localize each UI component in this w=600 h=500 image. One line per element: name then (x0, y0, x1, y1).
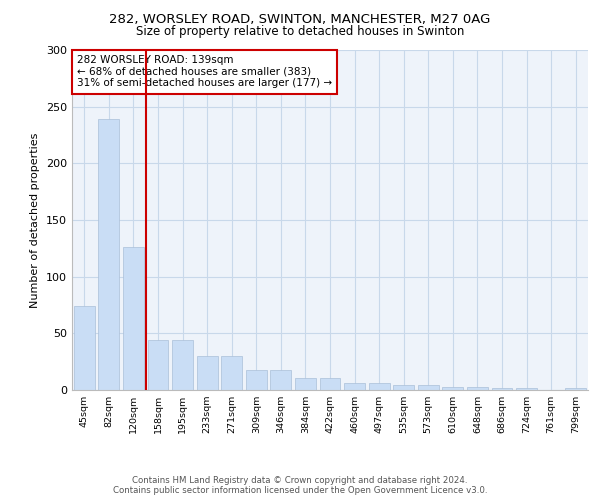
Bar (344, 383, 365, 390)
Bar (172, 340, 193, 390)
Bar (74, 306, 95, 390)
Bar (368, 383, 389, 390)
Bar (320, 378, 340, 390)
Bar (467, 386, 488, 390)
Text: Size of property relative to detached houses in Swinton: Size of property relative to detached ho… (136, 25, 464, 38)
Bar (393, 386, 414, 390)
Bar (246, 370, 267, 390)
Bar (98, 119, 119, 390)
Bar (123, 247, 144, 390)
Text: 282, WORSLEY ROAD, SWINTON, MANCHESTER, M27 0AG: 282, WORSLEY ROAD, SWINTON, MANCHESTER, … (109, 12, 491, 26)
Text: 282 WORSLEY ROAD: 139sqm
← 68% of detached houses are smaller (383)
31% of semi-: 282 WORSLEY ROAD: 139sqm ← 68% of detach… (77, 55, 332, 88)
Text: Contains public sector information licensed under the Open Government Licence v3: Contains public sector information licen… (113, 486, 487, 495)
Bar (418, 386, 439, 390)
Text: Contains HM Land Registry data © Crown copyright and database right 2024.: Contains HM Land Registry data © Crown c… (132, 476, 468, 485)
Bar (197, 356, 218, 390)
Bar (221, 356, 242, 390)
Y-axis label: Number of detached properties: Number of detached properties (31, 132, 40, 308)
Bar (295, 378, 316, 390)
Bar (491, 388, 512, 390)
Bar (148, 340, 169, 390)
Bar (565, 388, 586, 390)
Bar (516, 388, 537, 390)
Bar (271, 370, 292, 390)
Bar (442, 386, 463, 390)
